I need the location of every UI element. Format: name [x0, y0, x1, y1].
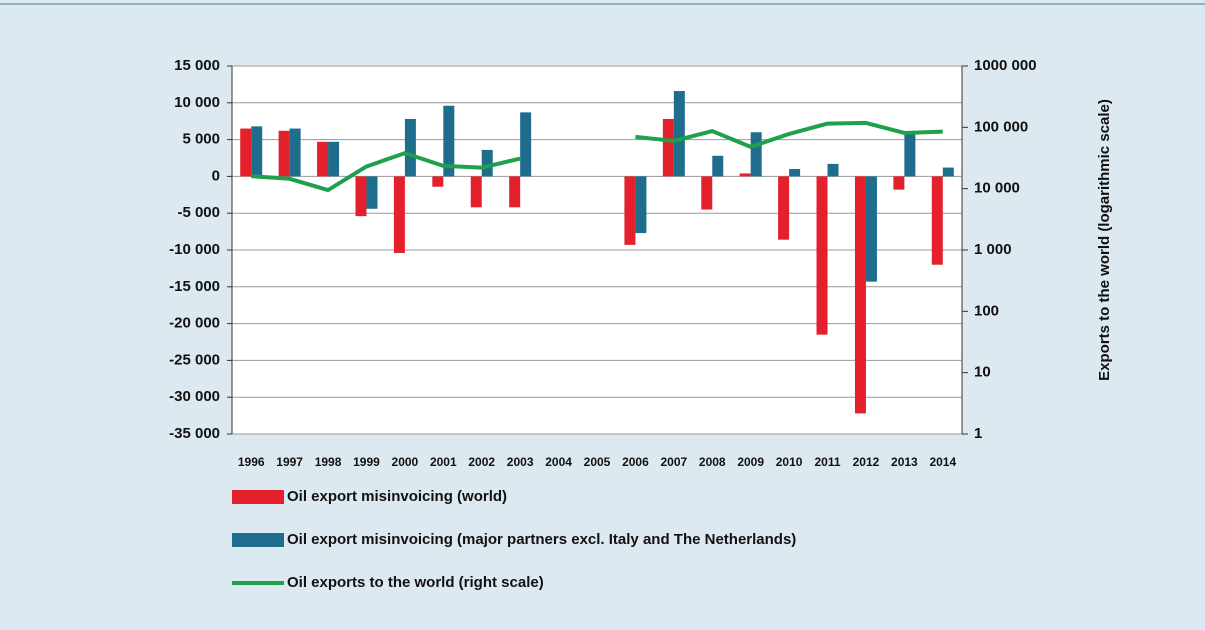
y-tick-label: -25 000: [169, 351, 220, 368]
bar: [509, 176, 521, 208]
y-tick-label: 15 000: [174, 57, 220, 74]
legend-label: Oil export misinvoicing (major partners …: [287, 531, 796, 548]
x-tick-label: 2000: [392, 455, 419, 469]
bar: [366, 176, 378, 209]
bar: [481, 149, 493, 177]
x-tick-label: 2001: [430, 455, 457, 469]
bar: [778, 176, 790, 240]
y2-tick-label: 10 000: [974, 180, 1020, 197]
x-tick-label: 2008: [699, 455, 726, 469]
y2-tick-label: 1000 000: [974, 57, 1037, 74]
y2-tick-label: 100: [974, 302, 999, 319]
bar: [827, 163, 839, 177]
x-tick-label: 2014: [929, 455, 956, 469]
y-tick-label: 10 000: [174, 94, 220, 111]
bar: [854, 176, 866, 414]
x-tick-label: 2009: [737, 455, 764, 469]
x-tick-label: 2013: [891, 455, 918, 469]
y-tick-label: -30 000: [169, 388, 220, 405]
x-tick-label: 1996: [238, 455, 265, 469]
bar: [673, 91, 685, 177]
x-tick-label: 1997: [276, 455, 303, 469]
bar: [750, 132, 762, 177]
bar: [240, 128, 252, 177]
y-tick-label: 0: [212, 167, 220, 184]
x-tick-label: 2011: [815, 455, 841, 469]
bar: [712, 155, 724, 177]
legend-swatch: [232, 533, 284, 547]
x-tick-label: 2012: [853, 455, 880, 469]
bar: [893, 176, 905, 190]
bar: [520, 112, 532, 177]
x-tick-label: 2010: [776, 455, 803, 469]
x-tick-label: 1998: [315, 455, 342, 469]
bar: [251, 126, 263, 177]
bar: [865, 176, 877, 282]
bar: [931, 176, 943, 265]
bar: [393, 176, 405, 253]
x-tick-label: 2006: [622, 455, 649, 469]
bar: [328, 141, 340, 177]
bar: [317, 141, 329, 177]
bar: [278, 130, 290, 177]
bar: [289, 128, 301, 177]
bar: [404, 118, 416, 177]
x-tick-label: 2002: [468, 455, 495, 469]
y-tick-label: -10 000: [169, 241, 220, 258]
y2-tick-label: 10: [974, 364, 991, 381]
x-tick-label: 2003: [507, 455, 534, 469]
bar: [662, 118, 674, 177]
bar: [432, 176, 444, 187]
bar: [942, 167, 954, 177]
bar: [635, 176, 647, 234]
bar: [701, 176, 713, 210]
legend-label: Oil export misinvoicing (world): [287, 488, 507, 505]
legend-swatch: [232, 490, 284, 504]
bar: [789, 169, 801, 177]
x-tick-label: 2007: [660, 455, 687, 469]
x-tick-label: 2005: [584, 455, 611, 469]
bar: [816, 176, 828, 335]
y2-tick-label: 100 000: [974, 118, 1028, 135]
y-tick-label: -5 000: [177, 204, 220, 221]
y-tick-label: 5 000: [182, 131, 220, 148]
bar: [443, 105, 455, 177]
y2-tick-label: 1: [974, 425, 982, 442]
bar: [470, 176, 482, 208]
x-tick-label: 1999: [353, 455, 380, 469]
bar: [624, 176, 636, 245]
legend-label: Oil exports to the world (right scale): [287, 574, 544, 591]
bar: [355, 176, 367, 217]
bar: [739, 173, 751, 177]
y2-tick-label: 1 000: [974, 241, 1012, 258]
y2-axis-title: Exports to the world (logarithmic scale): [1096, 99, 1113, 381]
y-tick-label: -15 000: [169, 278, 220, 295]
y-tick-label: -35 000: [169, 425, 220, 442]
line: [251, 120, 943, 193]
y-tick-label: -20 000: [169, 315, 220, 332]
bar: [904, 132, 916, 177]
x-tick-label: 2004: [545, 455, 572, 469]
